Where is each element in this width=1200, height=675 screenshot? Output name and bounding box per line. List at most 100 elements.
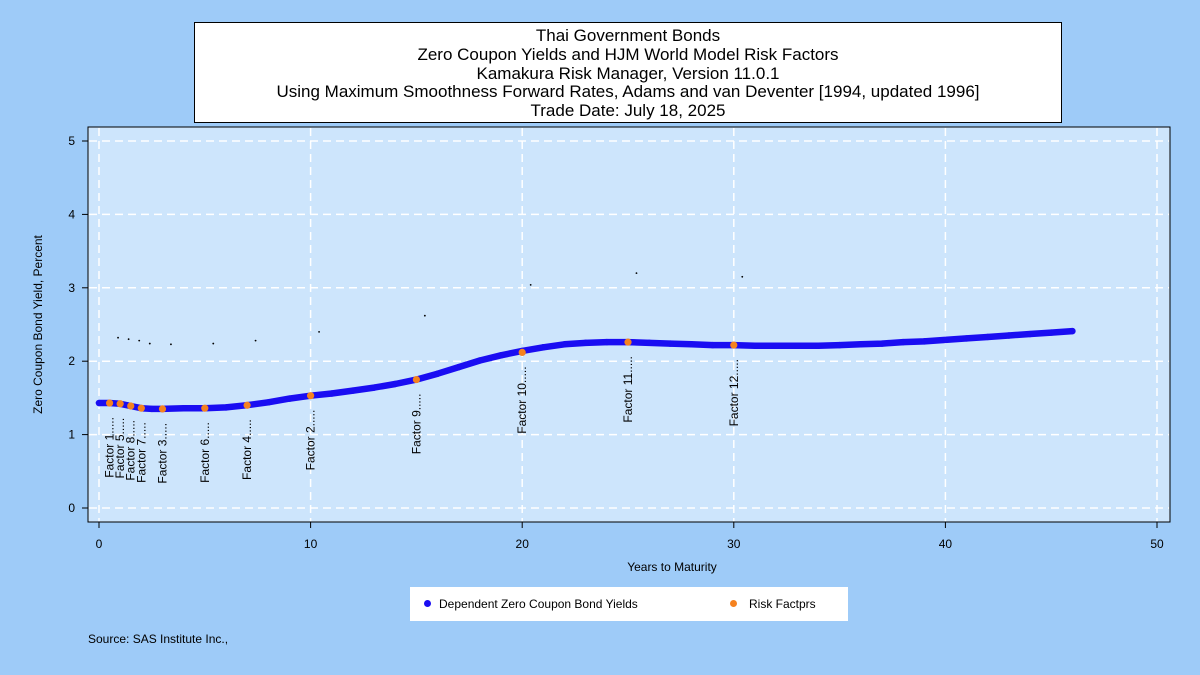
x-tick-label: 50 xyxy=(1150,537,1164,551)
plot-background xyxy=(87,126,1171,523)
plot-area-group: 0 10 20 30 40 50 0 1 2 3 4 5 Years to Maturity Zero C… xyxy=(31,126,1171,574)
yield-point xyxy=(942,336,949,344)
x-tick-label: 40 xyxy=(939,537,953,551)
yield-point xyxy=(222,404,230,411)
yield-point xyxy=(984,333,991,341)
y-tick-label: 5 xyxy=(68,134,75,148)
risk-factor-label: Factor 5..... xyxy=(113,418,127,479)
yield-point xyxy=(1069,327,1076,335)
yield-point xyxy=(899,338,907,346)
yield-point xyxy=(582,339,589,347)
risk-factor-label: Factor 10..... xyxy=(515,366,529,433)
risk-factor-point xyxy=(730,341,738,349)
yield-point xyxy=(709,341,716,349)
yield-point xyxy=(328,390,335,397)
yield-point xyxy=(434,370,441,377)
risk-factor-point xyxy=(243,401,251,409)
yield-point xyxy=(455,363,462,371)
risk-factor-point xyxy=(624,338,632,346)
yield-point xyxy=(349,387,357,394)
source-note: Source: SAS Institute Inc., xyxy=(88,632,229,646)
risk-factor-label: Factor 1..... xyxy=(103,417,117,478)
risk-factor-label: Factor 8..... xyxy=(124,420,138,481)
legend: Dependent Zero Coupon Bond Yields Risk F… xyxy=(410,587,848,621)
legend-factors-marker xyxy=(730,600,737,607)
risk-factor-point xyxy=(127,402,135,410)
title-line-1: Thai Government Bonds xyxy=(535,26,721,45)
yield-point xyxy=(878,340,886,347)
yield-point xyxy=(1005,332,1013,339)
stray-dot xyxy=(741,275,744,278)
x-tick-label: 30 xyxy=(727,537,741,551)
yield-point xyxy=(497,352,505,359)
yield-point xyxy=(1026,330,1034,338)
yield-point xyxy=(794,342,801,349)
yield-point xyxy=(603,338,611,346)
stray-dot xyxy=(148,342,151,345)
yield-point xyxy=(476,357,484,364)
risk-factor-point xyxy=(412,375,420,384)
yield-point xyxy=(921,338,928,345)
risk-factor-label: Factor 2..... xyxy=(304,410,318,471)
yield-point xyxy=(645,339,653,347)
y-tick-label: 4 xyxy=(68,207,75,221)
title-line-3: Kamakura Risk Manager, Version 11.0.1 xyxy=(476,63,780,83)
chart-title-box: Thai Government Bonds Zero Coupon Yields… xyxy=(194,22,1062,123)
y-tick-label: 3 xyxy=(68,281,75,295)
title-line-4: Using Maximum Smoothness Forward Rates, … xyxy=(276,82,980,102)
risk-factor-point xyxy=(307,392,315,400)
risk-factor-label: Factor 7..... xyxy=(134,422,148,483)
stray-dot xyxy=(529,283,532,286)
stray-dot xyxy=(170,343,172,346)
x-tick-label: 10 xyxy=(304,537,318,551)
yield-point xyxy=(667,340,674,347)
yield-point xyxy=(265,399,272,406)
x-tick-label: 0 xyxy=(96,537,103,551)
y-tick-label: 2 xyxy=(68,354,75,368)
yield-point xyxy=(286,395,293,402)
yield-point xyxy=(1048,329,1055,336)
risk-factor-label: Factor 11..... xyxy=(621,356,635,422)
y-tick-label: 0 xyxy=(68,501,75,515)
yield-point xyxy=(148,405,156,413)
x-tick-label: 20 xyxy=(516,537,530,551)
x-axis-title: Years to Maturity xyxy=(627,560,717,574)
risk-factor-label: Factor 9..... xyxy=(409,394,423,455)
yield-point xyxy=(772,342,780,349)
risk-factor-label: Factor 6..... xyxy=(198,422,212,483)
title-line-5: Trade Date: July 18, 2025 xyxy=(530,101,726,121)
yield-point xyxy=(857,341,864,348)
risk-factor-point xyxy=(116,400,124,408)
yield-point xyxy=(836,341,843,349)
yield-point xyxy=(815,342,822,349)
legend-yields-label: Dependent Zero Coupon Bond Yields xyxy=(439,597,638,611)
y-tick-label: 1 xyxy=(68,428,75,442)
stray-dot xyxy=(117,336,119,339)
risk-factor-point xyxy=(158,405,167,413)
yield-point xyxy=(180,404,187,412)
title-line-2: Zero Coupon Yields and HJM World Model R… xyxy=(417,44,839,64)
yield-point xyxy=(751,342,759,349)
legend-yields-marker xyxy=(424,600,431,607)
stray-dot xyxy=(127,338,130,341)
risk-factor-label: Factor 12..... xyxy=(727,359,741,426)
yield-point xyxy=(95,399,103,407)
stray-dot xyxy=(635,272,638,275)
yield-point xyxy=(540,344,547,351)
yield-point xyxy=(370,384,378,391)
yield-point xyxy=(392,380,399,388)
stray-dot xyxy=(318,330,320,333)
risk-factor-label: Factor 3..... xyxy=(155,423,169,484)
risk-factor-point xyxy=(518,348,526,356)
y-axis-title: Zero Coupon Bond Yield, Percent xyxy=(31,234,45,413)
stray-dot xyxy=(212,342,215,345)
risk-factor-point xyxy=(105,399,114,407)
stray-dot xyxy=(423,314,426,317)
yield-point xyxy=(688,341,695,348)
yield-point xyxy=(963,335,970,342)
stray-dot xyxy=(138,339,141,342)
legend-factors-label: Risk Factprs xyxy=(749,597,816,611)
stray-dot xyxy=(254,339,257,342)
yield-point xyxy=(561,341,568,348)
